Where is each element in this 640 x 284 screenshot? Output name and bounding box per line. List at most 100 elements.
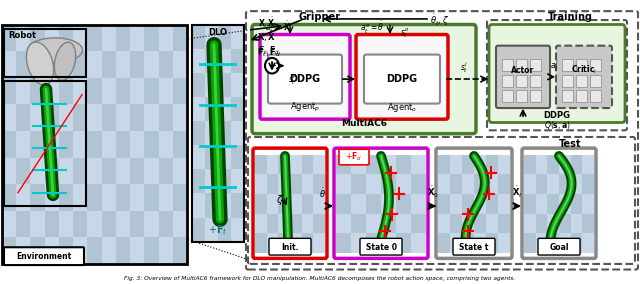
Bar [16,184,31,211]
FancyBboxPatch shape [538,238,580,255]
Bar [159,158,173,184]
Bar [255,233,267,253]
Bar [102,237,116,264]
Bar [205,121,218,145]
Bar [278,155,290,174]
Bar [314,174,325,194]
Bar [336,214,351,233]
Bar [438,155,450,174]
Bar [498,155,510,174]
Bar [2,131,16,158]
Bar [144,51,159,78]
Bar [218,169,231,193]
Bar [231,24,244,49]
Bar [576,90,587,103]
Bar [218,193,231,218]
Bar [102,158,116,184]
Bar [582,155,594,174]
Bar [366,174,381,194]
Bar [144,158,159,184]
Bar [31,131,45,158]
Bar [144,184,159,211]
Bar [2,51,16,78]
Bar [45,158,59,184]
Bar [336,174,351,194]
Bar [278,194,290,214]
Bar [218,24,231,49]
Bar [218,73,231,97]
Bar [88,51,102,78]
Bar [45,51,59,78]
Bar [516,75,527,87]
Bar [16,158,31,184]
Bar [438,214,450,233]
Ellipse shape [28,38,83,62]
Bar [571,155,582,174]
Bar [351,233,366,253]
Text: Agent$_o$: Agent$_o$ [387,101,417,114]
Bar [450,174,462,194]
Bar [524,155,536,174]
Bar [159,51,173,78]
Bar [381,155,396,174]
Bar [502,75,513,87]
Bar [231,121,244,145]
Bar [130,78,144,104]
Bar [192,49,205,73]
Bar [173,237,187,264]
Bar [16,131,31,158]
Text: DDPG: DDPG [289,74,321,84]
Bar [59,211,73,237]
Bar [255,155,267,174]
Bar [116,131,130,158]
Bar [205,218,218,242]
Bar [571,174,582,194]
Bar [102,184,116,211]
Bar [562,75,573,87]
Bar [159,78,173,104]
Text: Critic$_i$: Critic$_i$ [571,64,597,76]
Bar [474,155,486,174]
Bar [502,90,513,103]
Bar [486,155,498,174]
Bar [278,174,290,194]
Bar [502,59,513,71]
Bar [4,29,86,77]
Bar [255,194,267,214]
Bar [218,121,231,145]
Bar [159,104,173,131]
Bar [102,78,116,104]
Bar [336,194,351,214]
Bar [88,184,102,211]
Bar [116,104,130,131]
Bar [16,51,31,78]
Bar [73,184,88,211]
FancyBboxPatch shape [453,238,495,255]
FancyBboxPatch shape [356,35,448,119]
Bar [530,59,541,71]
Bar [301,194,314,214]
Bar [536,174,547,194]
Bar [462,214,474,233]
Bar [536,194,547,214]
Bar [59,237,73,264]
Bar [173,131,187,158]
FancyBboxPatch shape [268,55,342,104]
Bar [2,104,16,131]
FancyBboxPatch shape [269,238,311,255]
Bar [192,73,205,97]
Bar [301,174,314,194]
Bar [102,131,116,158]
Bar [438,194,450,214]
Bar [255,174,267,194]
Text: DDPG: DDPG [543,111,570,120]
Bar [59,104,73,131]
Bar [314,194,325,214]
Bar [474,174,486,194]
Bar [231,193,244,218]
Bar [255,214,267,233]
Bar [45,184,59,211]
FancyBboxPatch shape [4,247,84,265]
Bar [16,237,31,264]
Bar [130,237,144,264]
